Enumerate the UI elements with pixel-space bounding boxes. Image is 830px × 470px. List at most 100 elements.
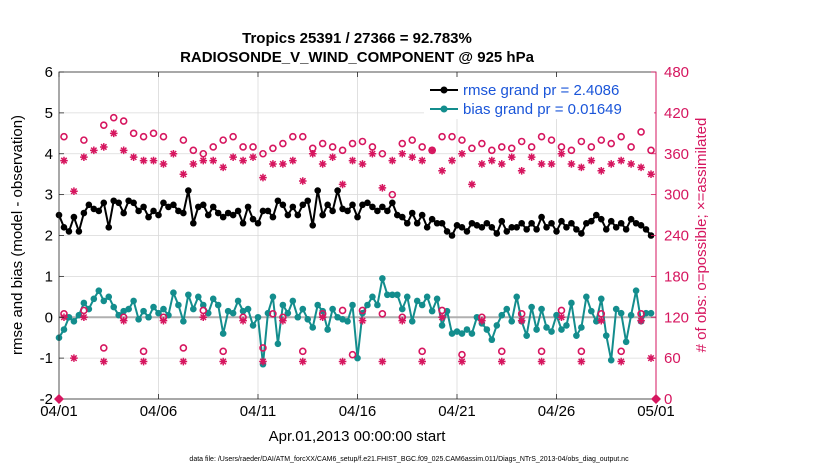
obs-assimilated-point [70, 354, 78, 362]
data-point [249, 215, 257, 223]
obs-assimilated-point [478, 160, 486, 168]
data-point [558, 326, 565, 333]
data-point [120, 209, 127, 217]
data-point [578, 324, 585, 331]
obs-assimilated-point [289, 156, 297, 165]
obs-possible-point [607, 139, 616, 148]
data-point [299, 305, 307, 313]
obs-possible-point [199, 306, 208, 315]
obs-assimilated-point [478, 316, 486, 325]
obs-assimilated-point [70, 187, 78, 196]
obs-possible-point [338, 146, 347, 155]
obs-assimilated-point [129, 153, 138, 161]
obs-assimilated-point [537, 357, 546, 366]
obs-possible-point [438, 306, 446, 315]
x-tick-label: 04/26 [538, 403, 576, 420]
data-point [65, 228, 73, 235]
obs-possible-point [478, 139, 486, 148]
obs-possible-point [637, 310, 645, 318]
obs-possible-point [438, 132, 446, 141]
data-point [349, 301, 356, 309]
obs-possible-point [647, 146, 655, 155]
obs-possible-point [517, 310, 526, 318]
data-point [229, 309, 237, 317]
data-point [150, 303, 157, 311]
obs-possible-point [458, 350, 466, 359]
data-point [508, 318, 516, 325]
data-point [105, 224, 113, 231]
obs-possible-point [537, 347, 546, 356]
data-point [204, 211, 212, 219]
obs-assimilated-point [488, 156, 496, 165]
data-point [548, 328, 555, 335]
data-point [568, 219, 575, 227]
obs-assimilated-point [398, 316, 407, 325]
data-point [60, 224, 68, 231]
data-point [339, 315, 346, 323]
data-point [607, 356, 615, 364]
chart-subtitle: RADIOSONDE_V_WIND_COMPONENT @ 925 hPa [180, 49, 535, 66]
data-point [140, 307, 147, 315]
data-point [60, 326, 68, 333]
data-point [289, 203, 297, 211]
obs-assimilated-point [418, 357, 426, 366]
data-point [244, 203, 252, 211]
y-tick-label: -1 [40, 350, 53, 367]
legend-rmse-label: rmse grand pr = 2.4086 [463, 82, 619, 99]
obs-assimilated-point [179, 357, 188, 366]
data-point [617, 309, 625, 317]
obs-possible-point [627, 143, 635, 151]
series-5 [60, 313, 655, 366]
data-point [607, 217, 615, 225]
data-point [523, 332, 530, 339]
data-point [309, 221, 317, 229]
obs-assimilated-point [338, 180, 347, 189]
obs-assimilated-point [398, 149, 407, 158]
data-point [503, 305, 511, 313]
data-point [558, 217, 565, 225]
data-point [418, 211, 426, 219]
obs-possible-point [398, 139, 407, 148]
obs-assimilated-point [338, 357, 347, 366]
y-tick-label-right: 180 [664, 268, 689, 285]
data-point [374, 301, 381, 309]
data-point [543, 224, 550, 231]
y-tick-label-right: 0 [664, 391, 672, 408]
data-point [359, 201, 366, 209]
obs-assimilated-point [358, 160, 367, 168]
obs-assimilated-point [80, 313, 88, 322]
data-point [593, 211, 600, 219]
x-tick-label: 04/21 [438, 403, 476, 420]
data-point [588, 307, 595, 315]
data-point [403, 293, 411, 301]
data-point [254, 219, 262, 227]
obs-assimilated-point [607, 160, 616, 168]
data-point [563, 224, 570, 231]
y-tick-label: 5 [45, 105, 53, 122]
obs-assimilated-point [587, 156, 596, 165]
obs-possible-point [159, 132, 168, 141]
data-point [453, 221, 461, 229]
data-point [458, 330, 466, 337]
obs-assimilated-point [537, 160, 546, 168]
obs-possible-point [577, 347, 586, 356]
data-point [483, 326, 491, 333]
data-point [647, 309, 655, 317]
legend-bias-marker [440, 105, 448, 113]
obs-assimilated-point [517, 316, 526, 325]
data-point [190, 305, 197, 313]
obs-assimilated-point [557, 149, 566, 158]
data-point [573, 226, 580, 233]
obs-assimilated-point [348, 156, 357, 165]
data-point [523, 226, 530, 233]
obs-assimilated-point [109, 129, 118, 138]
data-point [329, 305, 336, 313]
series-2 [60, 113, 655, 199]
obs-possible-point [408, 136, 417, 144]
obs-assimilated-point [199, 313, 208, 322]
series-group [55, 113, 655, 368]
obs-possible-point [119, 117, 128, 125]
obs-possible-point [597, 136, 606, 144]
obs-assimilated-point [139, 357, 148, 366]
data-point [438, 219, 446, 227]
